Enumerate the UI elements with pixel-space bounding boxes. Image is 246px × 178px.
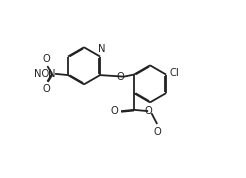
Text: O: O <box>153 127 161 137</box>
Text: O: O <box>144 106 152 116</box>
Text: N: N <box>98 44 105 54</box>
Text: NO₂: NO₂ <box>34 69 53 79</box>
Text: N: N <box>48 69 56 79</box>
Text: O: O <box>110 106 118 116</box>
Text: O: O <box>42 84 50 94</box>
Text: O: O <box>117 72 124 82</box>
Text: O: O <box>42 54 50 64</box>
Text: Cl: Cl <box>169 67 179 78</box>
